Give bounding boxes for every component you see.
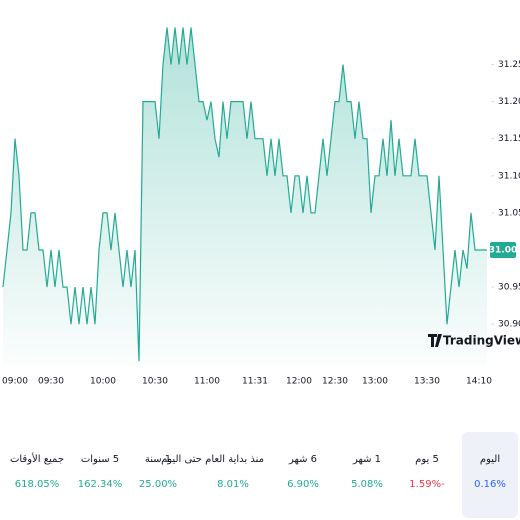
period[interactable]: 1 سنة 25.00% bbox=[127, 432, 189, 518]
area-fill bbox=[3, 27, 487, 366]
period[interactable]: 5 سنوات 162.34% bbox=[69, 432, 131, 518]
period[interactable]: جميع الأوقات 618.05% bbox=[6, 432, 68, 518]
period-change: -1.59% bbox=[409, 479, 445, 490]
period-change: 8.01% bbox=[217, 479, 249, 490]
period-change: 618.05% bbox=[14, 479, 60, 490]
period-change: 25.00% bbox=[138, 479, 178, 490]
period-label: 1 سنة bbox=[144, 454, 172, 465]
x-tick-label: 12:30 bbox=[322, 377, 348, 387]
x-tick-label: 11:00 bbox=[194, 377, 220, 387]
logo: TradingView bbox=[443, 334, 520, 348]
period-change: 5.08% bbox=[351, 479, 383, 490]
logo-icon bbox=[428, 334, 442, 347]
period-label: 5 سنوات bbox=[80, 454, 120, 465]
last-price-badge bbox=[490, 242, 516, 258]
x-tick-label: 14:10 bbox=[466, 377, 492, 387]
x-tick-label: 10:30 bbox=[142, 377, 168, 387]
period[interactable]: 5 يوم -1.59% bbox=[396, 432, 458, 518]
period-label: 5 يوم bbox=[415, 454, 439, 465]
x-tick-label: 09:30 bbox=[38, 377, 64, 387]
y-tick-label: 31.05 bbox=[498, 208, 520, 218]
x-tick-label: 13:30 bbox=[414, 377, 440, 387]
period-change: 0.16% bbox=[474, 479, 506, 490]
chart: 31.25 31.20 31.15 31.10 31.05 30.95 30.90 09:00… bbox=[2, 27, 520, 387]
x-tick-label: 13:00 bbox=[362, 377, 388, 387]
last-price-label: 31.00 bbox=[489, 246, 517, 256]
period[interactable]: اليوم 0.16% bbox=[462, 432, 518, 518]
y-tick-label: 31.10 bbox=[498, 171, 520, 181]
period-label: 6 شهر bbox=[288, 454, 318, 465]
period-change: 6.90% bbox=[287, 479, 319, 490]
y-tick-label: 30.90 bbox=[498, 320, 520, 330]
x-tick-label: 11:31 bbox=[242, 377, 268, 387]
y-tick-label: 31.20 bbox=[498, 97, 520, 107]
y-tick-label: 31.25 bbox=[498, 60, 520, 70]
period[interactable]: 6 شهر 6.90% bbox=[272, 432, 334, 518]
x-tick-label: 12:00 bbox=[286, 377, 312, 387]
x-tick-label: 10:00 bbox=[90, 377, 116, 387]
period[interactable]: منذ بداية العام حتى اليوم 8.01% bbox=[161, 432, 264, 518]
y-tick-label: 30.95 bbox=[498, 283, 520, 293]
y-tick-label: 31.15 bbox=[498, 134, 520, 144]
price-line bbox=[2, 27, 487, 362]
period-label: جميع الأوقات bbox=[9, 454, 65, 465]
period-label: 1 شهر bbox=[352, 454, 382, 465]
x-tick-label: 09:00 bbox=[2, 377, 28, 387]
period-label: اليوم bbox=[479, 454, 501, 465]
period-change: 162.34% bbox=[77, 479, 123, 490]
period[interactable]: 1 شهر 5.08% bbox=[336, 432, 398, 518]
period-label: منذ بداية العام حتى اليوم bbox=[161, 454, 264, 465]
